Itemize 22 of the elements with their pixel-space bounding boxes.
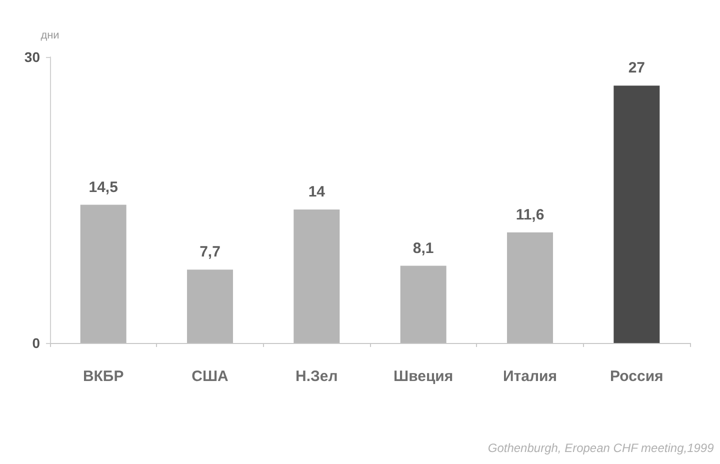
- bar: [294, 210, 340, 343]
- data-label: 7,7: [200, 244, 220, 261]
- bar: [400, 266, 446, 343]
- x-tick-label: ВКБР: [82, 368, 124, 385]
- data-label: 11,6: [516, 206, 544, 224]
- bar: [80, 204, 126, 343]
- x-tick-label: Италия: [503, 368, 557, 385]
- data-label: 14,5: [88, 178, 118, 196]
- bar: [614, 86, 660, 343]
- text: Gothenburgh, Eropean CHF meeting,1999: [488, 441, 714, 455]
- data-label: 14: [308, 184, 326, 201]
- x-tick-label: Россия: [610, 368, 664, 385]
- x-tick-label: США: [192, 368, 229, 385]
- x-tick-label: Швеция: [394, 368, 454, 385]
- y-axis-title: дни: [40, 30, 60, 42]
- bar: [507, 232, 553, 343]
- data-label: 27: [628, 60, 646, 77]
- x-tick-label: Н.Зел: [296, 368, 338, 385]
- data-label: 8,1: [412, 240, 434, 257]
- y-tick-label: 30: [24, 49, 40, 65]
- bar: [187, 270, 233, 343]
- y-tick-label: 0: [32, 335, 40, 351]
